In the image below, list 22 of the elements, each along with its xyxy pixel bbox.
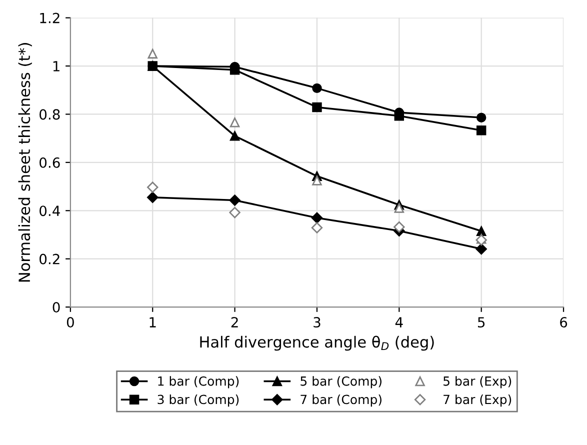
x-axis-title: Half divergence angle θ$_{D}$ (deg)	[200, 336, 434, 351]
y-tick-label: 0.6	[40, 157, 60, 168]
y-axis-title: Normalized sheet thickness (t*)	[18, 43, 32, 282]
x-tick-label: 0	[66, 317, 74, 328]
y-tick-label: 1.2	[40, 12, 60, 24]
y-tick-label: 0.2	[40, 254, 60, 264]
x-tick-label: 3	[314, 317, 320, 328]
legend-label: 1 bar (Comp)	[158, 376, 239, 388]
legend-label: 7 bar (Exp)	[444, 394, 512, 407]
y-tick-label: 0.8	[40, 109, 60, 120]
legend-label: 3 bar (Comp)	[158, 394, 239, 407]
y-tick-label: 1	[53, 61, 60, 72]
x-tick-label: 6	[560, 317, 568, 328]
x-tick-label: 2	[231, 317, 238, 328]
y-tick-label: 0	[52, 302, 60, 313]
legend-label: 7 bar (Comp)	[300, 394, 382, 407]
x-tick-label: 4	[395, 317, 403, 328]
x-tick-label: 1	[150, 317, 156, 328]
y-tick-label: 0.4	[40, 206, 60, 216]
legend-label: 5 bar (Comp)	[300, 376, 382, 388]
legend-label: 5 bar (Exp)	[444, 376, 512, 388]
x-tick-label: 5	[478, 317, 485, 328]
